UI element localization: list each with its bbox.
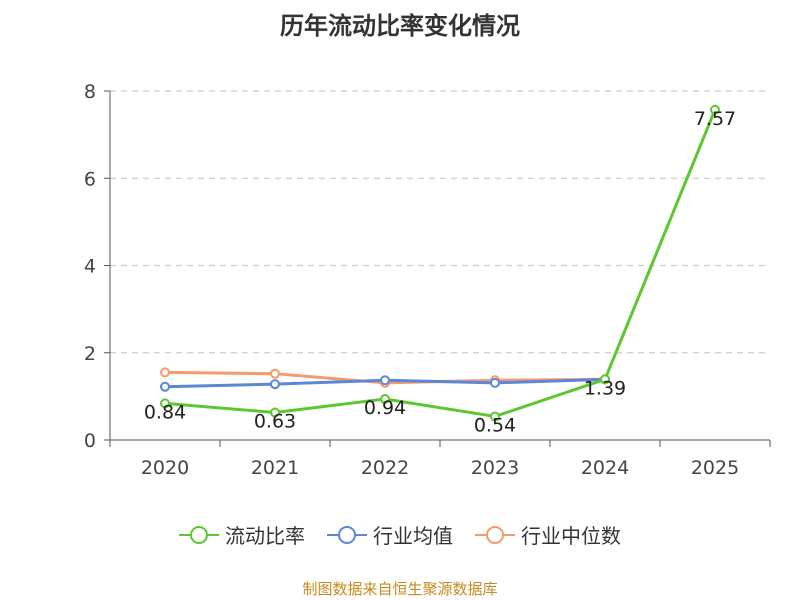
legend-marker-icon [475, 525, 515, 544]
legend: 流动比率 行业均值 行业中位数 [0, 520, 800, 549]
y-tick-label: 8 [84, 81, 96, 103]
gridlines [110, 90, 770, 354]
data-label: 0.94 [364, 397, 406, 419]
legend-item-industry-median[interactable]: 行业中位数 [475, 520, 621, 549]
legend-label: 行业中位数 [521, 524, 621, 548]
x-tick-label: 2024 [581, 457, 629, 479]
x-tick-label: 2023 [471, 457, 519, 479]
data-point [270, 379, 280, 390]
series-lines [164, 109, 717, 418]
data-point [490, 411, 500, 422]
data-point [380, 375, 390, 386]
data-labels: 0.84 0.63 0.94 0.54 1.39 7.57 [144, 108, 736, 437]
legend-item-current-ratio[interactable]: 流动比率 [179, 520, 305, 549]
data-point [160, 398, 170, 409]
data-point [270, 368, 280, 379]
axes: 0 2 4 6 8 2020 2021 2022 2023 2024 2025 [84, 81, 771, 479]
data-label: 0.54 [474, 414, 516, 436]
data-point [380, 393, 390, 404]
legend-item-industry-mean[interactable]: 行业均值 [327, 520, 453, 549]
data-point [270, 407, 280, 418]
data-label: 1.39 [584, 377, 626, 399]
data-label: 0.84 [144, 401, 186, 423]
y-tick-label: 6 [84, 168, 96, 190]
data-point [160, 367, 170, 378]
data-label: 7.57 [694, 108, 736, 130]
y-tick-label: 2 [84, 343, 96, 365]
data-label: 0.63 [254, 411, 296, 433]
x-tick-label: 2022 [361, 457, 409, 479]
legend-marker-icon [179, 525, 219, 544]
y-tick-label: 4 [84, 256, 96, 278]
series-line-current-ratio [164, 109, 717, 418]
series-points [160, 104, 720, 422]
x-tick-label: 2020 [141, 457, 189, 479]
chart-title: 历年流动比率变化情况 [280, 12, 520, 40]
source-note: 制图数据来自恒生聚源数据库 [302, 580, 498, 598]
data-point [710, 104, 720, 115]
legend-label: 行业均值 [373, 524, 453, 548]
y-tick-label: 0 [84, 430, 96, 452]
x-tick-label: 2021 [251, 457, 299, 479]
data-point [160, 381, 170, 392]
legend-label: 流动比率 [225, 524, 305, 548]
x-tick-label: 2025 [691, 457, 739, 479]
data-point [490, 377, 500, 388]
data-point [600, 374, 610, 385]
legend-marker-icon [327, 525, 367, 544]
